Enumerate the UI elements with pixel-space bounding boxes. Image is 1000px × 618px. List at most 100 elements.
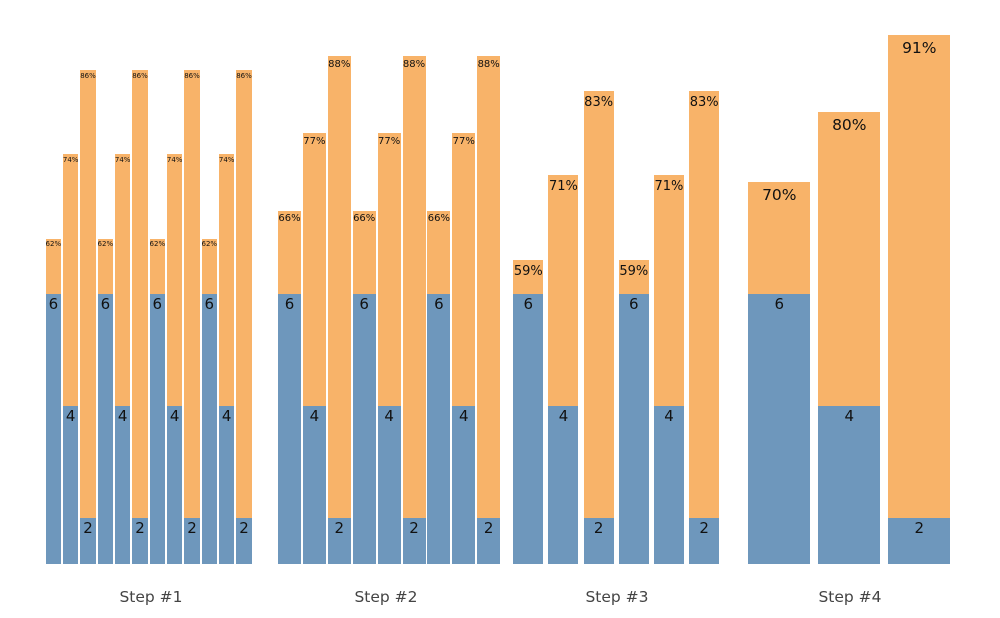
step-axis-label-2: Step #2 <box>354 588 418 606</box>
blue-segment <box>327 517 351 564</box>
blue-segment <box>201 293 217 564</box>
blue-segment <box>452 405 476 564</box>
percent-label: 66% <box>353 213 376 225</box>
blue-segment <box>149 293 165 564</box>
value-label: 2 <box>187 518 197 537</box>
blue-segment <box>167 405 183 564</box>
step-axis-label-3: Step #3 <box>585 588 649 606</box>
stacked-bar-step2-6: 88% 2 <box>402 55 426 564</box>
value-label: 6 <box>434 294 444 313</box>
value-label: 2 <box>239 518 249 537</box>
value-label: 6 <box>523 294 534 313</box>
percent-label: 91% <box>902 38 937 57</box>
blue-segment <box>583 517 614 564</box>
blue-segment <box>477 517 501 564</box>
value-label: 2 <box>699 518 709 537</box>
percent-label: 88% <box>328 58 351 70</box>
value-label: 6 <box>284 294 295 313</box>
stacked-bar-step1-12: 86% 2 <box>236 69 252 564</box>
percent-label: 88% <box>477 58 500 70</box>
percent-label: 77% <box>377 135 401 147</box>
value-label: 4 <box>221 406 232 425</box>
blue-segment <box>184 517 200 564</box>
percent-label: 77% <box>452 135 475 147</box>
value-label: 2 <box>135 518 145 537</box>
value-label: 6 <box>152 294 163 313</box>
blue-segment <box>653 405 684 564</box>
blue-segment <box>219 405 235 564</box>
percent-label: 66% <box>278 213 301 225</box>
value-label: 6 <box>48 294 59 313</box>
stacked-bar-step2-5: 77% 4 <box>377 133 401 564</box>
blue-segment <box>689 517 720 564</box>
percent-label: 71% <box>654 179 684 195</box>
percent-label: 86% <box>80 71 96 80</box>
stacked-bar-step2-2: 77% 4 <box>302 133 326 564</box>
stacked-bar-step1-9: 86% 2 <box>184 69 200 564</box>
percent-label: 62% <box>149 240 166 249</box>
blue-segment <box>45 293 61 564</box>
stacked-bar-step3-2: 71% 4 <box>548 175 579 564</box>
stacked-bar-step3-6: 83% 2 <box>689 90 720 564</box>
value-label: 6 <box>359 294 369 313</box>
blue-segment <box>548 405 579 564</box>
value-label: 2 <box>83 518 93 537</box>
blue-segment <box>818 405 881 564</box>
value-label: 2 <box>334 518 345 537</box>
stacked-bar-step3-4: 59% 6 <box>618 259 649 564</box>
blue-segment <box>618 293 649 564</box>
percent-label: 59% <box>619 263 649 279</box>
stacked-bar-step4-2: 80% 4 <box>818 112 881 564</box>
stacked-bar-step1-1: 62% 6 <box>45 238 61 564</box>
blue-segment <box>63 405 79 564</box>
value-label: 6 <box>774 294 785 313</box>
percent-label: 86% <box>132 71 148 80</box>
blue-segment <box>132 517 148 564</box>
value-label: 4 <box>65 406 76 425</box>
value-label: 4 <box>459 406 469 425</box>
stacked-bar-step1-3: 86% 2 <box>80 69 96 564</box>
stacked-bar-step2-4: 66% 6 <box>352 210 376 564</box>
blue-segment <box>888 517 951 564</box>
blue-segment <box>402 517 426 564</box>
value-label: 6 <box>204 294 215 313</box>
value-label: 4 <box>844 406 855 425</box>
stacked-bar-step2-3: 88% 2 <box>327 55 351 564</box>
blue-segment <box>748 293 811 564</box>
percent-label: 74% <box>166 155 183 164</box>
blue-segment <box>278 293 301 564</box>
percent-label: 74% <box>218 155 235 164</box>
value-label: 2 <box>914 518 925 537</box>
percent-label: 62% <box>45 240 62 249</box>
stacked-bar-step2-9: 88% 2 <box>477 55 501 564</box>
stacked-bar-step1-5: 74% 4 <box>115 154 130 564</box>
stacked-bar-step4-1: 70% 6 <box>748 182 811 564</box>
value-label: 4 <box>664 406 674 425</box>
blue-segment <box>427 293 451 564</box>
blue-segment <box>377 405 401 564</box>
blue-segment <box>302 405 326 564</box>
percent-label: 88% <box>402 58 426 70</box>
stacked-bar-step4-3: 91% 2 <box>888 34 951 564</box>
blue-segment <box>352 293 376 564</box>
step-axis-label-1: Step #1 <box>119 588 183 606</box>
percent-label: 62% <box>97 240 114 249</box>
value-label: 2 <box>483 518 494 537</box>
percent-label: 59% <box>513 263 543 279</box>
stacked-bar-step2-1: 66% 6 <box>278 210 301 564</box>
percent-label: 74% <box>114 155 131 164</box>
stacked-bar-step1-11: 74% 4 <box>219 154 234 564</box>
stacked-bar-step3-5: 71% 4 <box>653 175 684 564</box>
blue-segment <box>97 293 113 564</box>
percent-label: 86% <box>184 71 200 80</box>
percent-label: 62% <box>201 240 218 249</box>
value-label: 4 <box>309 406 320 425</box>
percent-label: 66% <box>427 213 450 225</box>
stacked-bar-step2-8: 77% 4 <box>452 133 476 564</box>
percent-label: 74% <box>62 155 79 164</box>
percent-label: 83% <box>689 94 719 110</box>
value-label: 6 <box>629 294 639 313</box>
percent-label: 70% <box>762 186 797 205</box>
percent-label: 80% <box>832 115 867 134</box>
value-label: 4 <box>384 406 394 425</box>
